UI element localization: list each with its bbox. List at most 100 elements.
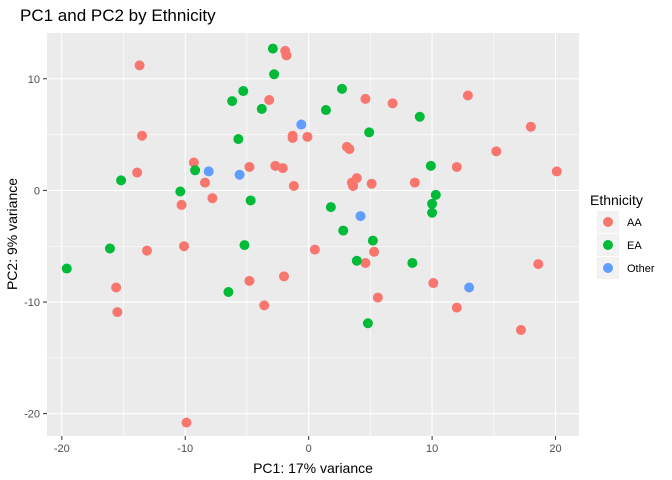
- point-aa: [348, 180, 359, 191]
- point-ea: [325, 202, 336, 213]
- point-aa: [141, 245, 152, 256]
- point-aa: [244, 161, 255, 172]
- x-tick-label: -10: [177, 443, 193, 455]
- point-aa: [369, 246, 380, 257]
- point-ea: [175, 186, 186, 197]
- point-ea: [337, 83, 348, 94]
- point-aa: [309, 244, 320, 255]
- point-ea: [427, 207, 438, 218]
- y-tick-label: -20: [24, 409, 40, 421]
- point-aa: [188, 157, 199, 168]
- point-ea: [238, 86, 249, 97]
- plot-panel: [47, 33, 579, 436]
- point-aa: [451, 302, 462, 313]
- point-other: [234, 169, 245, 180]
- x-tick-label: 10: [426, 443, 438, 455]
- point-aa: [176, 199, 187, 210]
- point-ea: [267, 43, 278, 54]
- point-aa: [360, 93, 371, 104]
- x-axis-title: PC1: 17% variance: [253, 460, 373, 476]
- point-aa: [264, 94, 275, 105]
- point-ea: [364, 127, 375, 138]
- point-aa: [372, 292, 383, 303]
- point-ea: [239, 240, 250, 251]
- point-other: [464, 282, 475, 293]
- legend-label-ea: EA: [627, 240, 642, 252]
- point-aa: [387, 98, 398, 109]
- point-ea: [245, 195, 256, 206]
- point-aa: [551, 166, 562, 177]
- point-ea: [414, 111, 425, 122]
- legend-key-other: [603, 263, 613, 273]
- point-aa: [259, 300, 270, 311]
- point-ea: [338, 225, 349, 236]
- point-ea: [362, 318, 373, 329]
- point-ea: [430, 189, 441, 200]
- point-aa: [515, 324, 526, 335]
- point-ea: [190, 165, 201, 176]
- point-other: [203, 166, 214, 177]
- point-ea: [223, 286, 234, 297]
- legend-label-aa: AA: [627, 217, 642, 229]
- point-ea: [233, 134, 244, 145]
- point-aa: [199, 177, 210, 188]
- data-points: [61, 43, 562, 428]
- point-ea: [269, 69, 280, 80]
- point-ea: [351, 255, 362, 266]
- point-aa: [344, 144, 355, 155]
- point-aa: [281, 50, 292, 61]
- point-aa: [278, 271, 289, 282]
- y-axis-ticks: -20 -10 0 10: [24, 74, 47, 421]
- point-aa: [525, 121, 536, 132]
- point-aa: [491, 146, 502, 157]
- point-aa: [111, 282, 122, 293]
- point-ea: [104, 243, 115, 254]
- point-ea: [407, 257, 418, 268]
- point-aa: [409, 177, 420, 188]
- legend-key-aa: [603, 217, 613, 227]
- point-aa: [462, 90, 473, 101]
- legend-title: Ethnicity: [590, 192, 643, 208]
- point-aa: [366, 178, 377, 189]
- point-other: [355, 211, 366, 222]
- major-gridlines: [47, 33, 579, 436]
- y-axis-title: PC2: 9% variance: [4, 178, 20, 290]
- point-aa: [207, 193, 218, 204]
- point-aa: [244, 275, 255, 286]
- chart-title: PC1 and PC2 by Ethnicity: [20, 6, 216, 25]
- point-aa: [181, 417, 192, 428]
- y-tick-label: -10: [24, 297, 40, 309]
- point-aa: [134, 60, 145, 71]
- point-ea: [61, 263, 72, 274]
- point-ea: [116, 175, 127, 186]
- point-aa: [533, 259, 544, 270]
- point-other: [296, 119, 307, 130]
- point-aa: [288, 180, 299, 191]
- x-tick-label: 0: [306, 443, 312, 455]
- point-aa: [132, 167, 143, 178]
- point-ea: [320, 105, 331, 116]
- legend-label-other: Other: [627, 263, 655, 275]
- y-tick-label: 10: [28, 74, 40, 86]
- y-tick-label: 0: [34, 185, 40, 197]
- x-axis-ticks: -20 -10 0 10 20: [54, 436, 562, 455]
- point-aa: [451, 161, 462, 172]
- point-ea: [425, 160, 436, 171]
- legend: Ethnicity AA EA Other: [590, 192, 655, 279]
- point-aa: [137, 130, 148, 141]
- point-ea: [256, 103, 267, 114]
- point-aa: [360, 257, 371, 268]
- point-ea: [227, 96, 238, 107]
- point-ea: [367, 235, 378, 246]
- x-tick-label: -20: [54, 443, 70, 455]
- legend-key-ea: [603, 240, 613, 250]
- point-aa: [302, 131, 313, 142]
- point-aa: [179, 241, 190, 252]
- point-aa: [351, 173, 362, 184]
- x-tick-label: 20: [549, 443, 561, 455]
- point-aa: [112, 307, 123, 318]
- point-aa: [277, 163, 288, 174]
- point-aa: [287, 132, 298, 143]
- point-ea: [427, 198, 438, 209]
